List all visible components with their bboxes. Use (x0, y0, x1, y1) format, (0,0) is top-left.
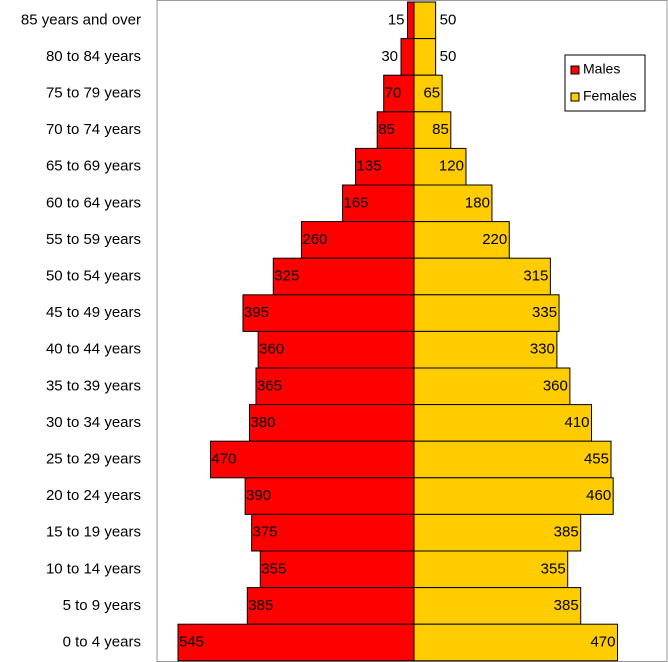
data-label: 50 (440, 11, 457, 28)
data-label: 380 (250, 414, 275, 431)
y-tick-label: 75 to 79 years (46, 84, 141, 101)
bar (413, 404, 593, 442)
bar (246, 587, 415, 625)
bar (255, 367, 415, 406)
bar (413, 367, 571, 406)
y-tick-label: 25 to 29 years (46, 450, 141, 467)
data-label: 360 (543, 377, 568, 394)
data-label: 180 (465, 194, 490, 211)
data-label: 30 (381, 48, 398, 65)
bar (413, 440, 612, 479)
y-tick-label: 10 to 14 years (46, 560, 141, 577)
data-label: 355 (541, 560, 566, 577)
bar (300, 221, 415, 259)
bar (400, 38, 415, 76)
data-label: 325 (274, 267, 299, 284)
data-label: 395 (244, 304, 269, 321)
data-label: 460 (586, 487, 611, 504)
y-tick-label: 5 to 9 years (63, 597, 141, 614)
legend-box (564, 54, 646, 112)
bar (413, 184, 493, 223)
y-tick-label: 15 to 19 years (46, 524, 141, 541)
data-label: 15 (388, 11, 405, 28)
legend-swatch (570, 65, 580, 75)
bar (413, 1, 437, 40)
data-label: 335 (532, 304, 557, 321)
bar (413, 623, 619, 662)
y-tick-label: 80 to 84 years (46, 48, 141, 65)
bar (251, 513, 415, 552)
y-tick-label: 65 to 69 years (46, 158, 141, 175)
data-label: 135 (357, 158, 382, 175)
bar (413, 330, 558, 369)
data-label: 455 (584, 450, 609, 467)
data-label: 85 (378, 121, 395, 138)
data-label: 470 (211, 450, 236, 467)
data-label: 365 (257, 377, 282, 394)
bar (342, 184, 415, 223)
y-tick-label: 70 to 74 years (46, 121, 141, 138)
data-label: 50 (440, 48, 457, 65)
y-tick-label: 20 to 24 years (46, 487, 141, 504)
bar (413, 147, 467, 186)
data-label: 85 (432, 121, 449, 138)
data-label: 120 (439, 158, 464, 175)
bar (413, 38, 437, 76)
bar (177, 623, 415, 662)
data-label: 545 (179, 633, 204, 650)
data-label: 470 (590, 633, 615, 650)
y-tick-label: 55 to 59 years (46, 231, 141, 248)
bar (257, 330, 415, 369)
y-tick-label: 0 to 4 years (63, 633, 141, 650)
bar (244, 477, 415, 515)
bar (413, 513, 582, 552)
y-tick-label: 35 to 39 years (46, 377, 141, 394)
y-tick-label: 85 years and over (21, 11, 141, 28)
bar (413, 587, 582, 625)
y-tick-label: 45 to 49 years (46, 304, 141, 321)
bar (209, 440, 415, 479)
bar (272, 257, 415, 296)
legend-label: Males (583, 61, 620, 77)
bar (413, 111, 452, 149)
data-label: 220 (482, 231, 507, 248)
bar (413, 294, 560, 332)
bar (413, 257, 551, 296)
data-label: 360 (259, 341, 284, 358)
data-label: 65 (423, 84, 440, 101)
data-label: 70 (385, 84, 402, 101)
data-label: 355 (261, 560, 286, 577)
y-tick-label: 50 to 54 years (46, 267, 141, 284)
legend-label: Females (583, 88, 637, 104)
y-tick-label: 40 to 44 years (46, 341, 141, 358)
data-label: 385 (248, 597, 273, 614)
data-label: 260 (302, 231, 327, 248)
data-label: 165 (344, 194, 369, 211)
data-label: 385 (554, 597, 579, 614)
legend-swatch (570, 92, 580, 102)
data-label: 385 (554, 524, 579, 541)
y-tick-label: 60 to 64 years (46, 194, 141, 211)
data-label: 390 (246, 487, 271, 504)
data-label: 315 (523, 267, 548, 284)
y-tick-label: 30 to 34 years (46, 414, 141, 431)
bar (407, 1, 415, 40)
data-label: 375 (253, 524, 278, 541)
data-label: 410 (564, 414, 589, 431)
bar (242, 294, 415, 332)
bar (413, 477, 614, 515)
data-label: 330 (530, 341, 555, 358)
